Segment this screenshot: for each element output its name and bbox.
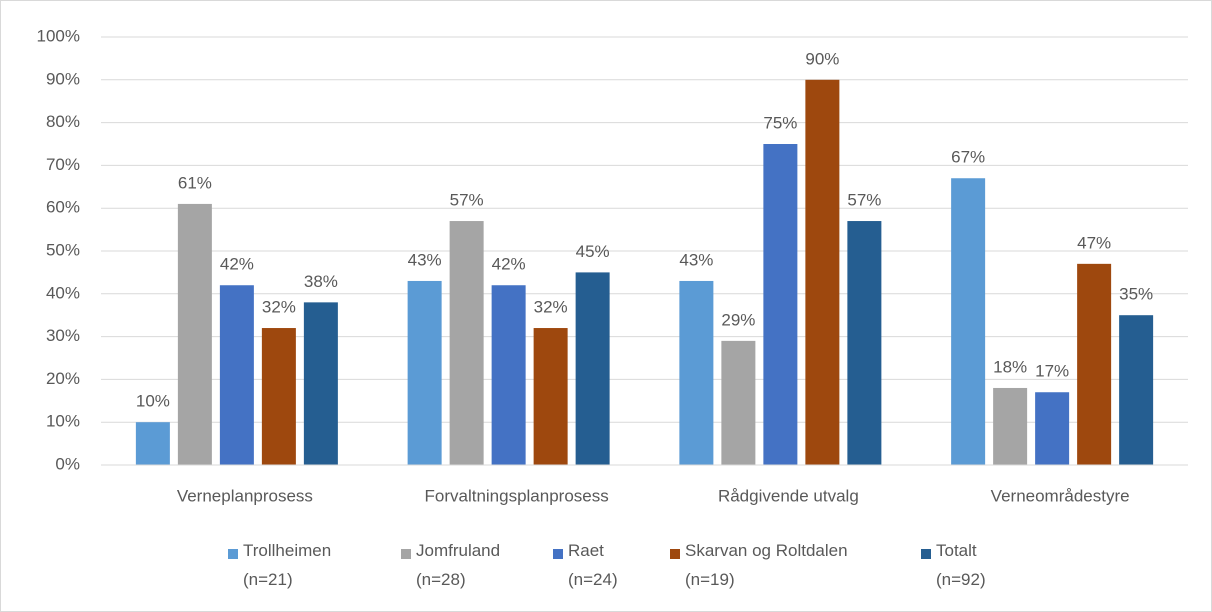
data-label: 61% [178, 173, 212, 192]
bar [1035, 392, 1070, 465]
legend-item: Totalt (n=92) [921, 541, 986, 594]
y-tick-label: 60% [46, 198, 80, 217]
data-label: 38% [304, 272, 338, 291]
y-tick-label: 80% [46, 112, 80, 131]
y-tick-label: 20% [46, 369, 80, 388]
bar [177, 203, 212, 466]
bar [407, 280, 442, 465]
data-label: 10% [136, 392, 170, 411]
bar [449, 221, 484, 465]
legend-label: Totalt (n=92) [936, 541, 986, 589]
bar [993, 387, 1028, 465]
data-label: 90% [805, 49, 839, 68]
y-tick-label: 10% [46, 412, 80, 431]
bar [951, 178, 986, 466]
data-label: 57% [450, 191, 484, 210]
legend-label: Trollheimen (n=21) [243, 541, 332, 589]
legend-label: Raet (n=24) [568, 541, 618, 589]
data-label: 35% [1119, 285, 1153, 304]
data-label: 18% [993, 357, 1027, 376]
data-label: 45% [576, 242, 610, 261]
y-tick-label: 100% [37, 26, 80, 45]
bar [261, 328, 296, 465]
data-label: 32% [262, 298, 296, 317]
y-tick-label: 70% [46, 155, 80, 174]
data-label: 32% [534, 298, 568, 317]
bar [1077, 263, 1112, 465]
bar [491, 285, 526, 465]
legend-item: Raet (n=24) [553, 541, 618, 594]
bar [679, 280, 714, 465]
y-tick-label: 0% [55, 454, 80, 473]
x-tick-label: Verneområdestyre [991, 486, 1130, 505]
legend-swatch [553, 549, 563, 559]
data-label: 57% [847, 191, 881, 210]
data-label: 43% [679, 250, 713, 269]
data-label: 75% [763, 113, 797, 132]
legend-swatch [670, 549, 680, 559]
data-label: 42% [492, 255, 526, 274]
y-tick-label: 50% [46, 240, 80, 259]
legend-label: Skarvan og Roltdalen (n=19) [685, 541, 848, 589]
legend-item: Jomfruland (n=28) [401, 541, 500, 594]
y-tick-label: 40% [46, 283, 80, 302]
bar [721, 340, 756, 465]
data-label: 29% [721, 310, 755, 329]
legend-swatch [401, 549, 411, 559]
bar [303, 302, 338, 465]
y-tick-label: 90% [46, 69, 80, 88]
legend-swatch [228, 549, 238, 559]
x-tick-label: Forvaltningsplanprosess [424, 486, 608, 505]
bar [1119, 315, 1154, 465]
bar [805, 79, 840, 466]
legend-item: Skarvan og Roltdalen (n=19) [670, 541, 848, 594]
data-label: 47% [1077, 233, 1111, 252]
legend-swatch [921, 549, 931, 559]
x-tick-label: Rådgivende utvalg [718, 486, 859, 505]
bar [135, 422, 170, 465]
bar [533, 328, 568, 465]
bar [219, 285, 254, 465]
bar [763, 144, 798, 465]
data-label: 43% [408, 250, 442, 269]
data-label: 67% [951, 148, 985, 167]
y-tick-label: 30% [46, 326, 80, 345]
bar [575, 272, 610, 465]
x-tick-label: Verneplanprosess [177, 486, 313, 505]
data-label: 42% [220, 255, 254, 274]
bar [847, 221, 882, 465]
legend-label: Jomfruland (n=28) [416, 541, 501, 589]
legend-item: Trollheimen (n=21) [228, 541, 331, 594]
data-label: 17% [1035, 362, 1069, 381]
